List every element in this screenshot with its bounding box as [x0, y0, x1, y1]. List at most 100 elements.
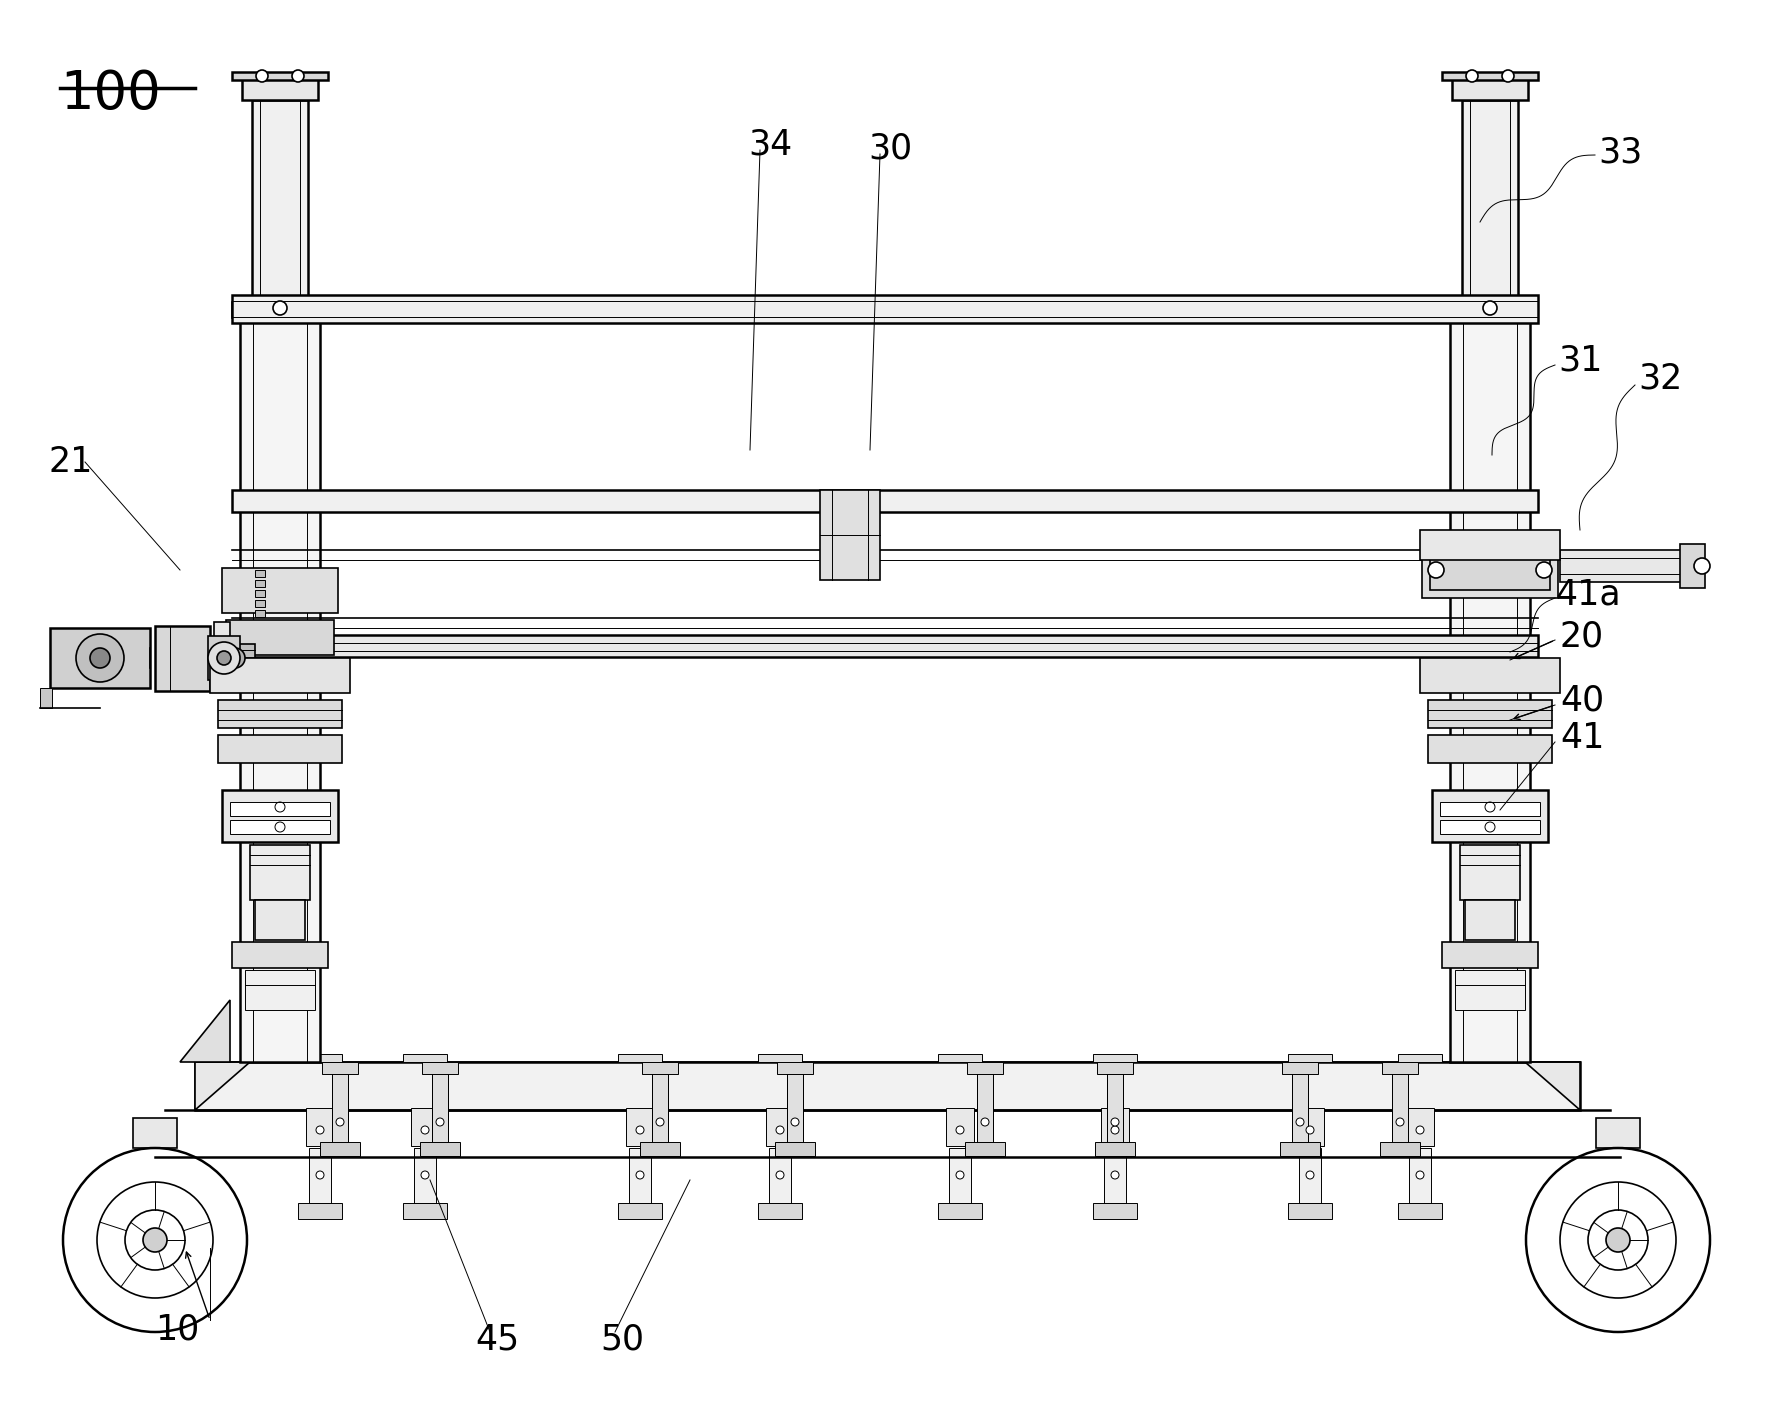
Bar [1440, 803, 1540, 815]
Bar [1380, 1142, 1421, 1156]
Bar [1442, 72, 1538, 81]
Bar [1430, 550, 1550, 591]
Circle shape [636, 1171, 645, 1178]
Bar [1431, 790, 1549, 842]
Bar [639, 1142, 680, 1156]
Circle shape [1483, 301, 1497, 315]
Circle shape [790, 1118, 799, 1126]
Bar [298, 1202, 343, 1219]
Bar [1096, 1142, 1135, 1156]
Bar [618, 1054, 662, 1063]
Bar [222, 568, 337, 613]
Bar [1282, 1063, 1318, 1074]
Bar [1455, 969, 1526, 1010]
Bar [410, 1108, 439, 1146]
Bar [964, 1142, 1005, 1156]
Bar [1288, 1054, 1332, 1063]
Polygon shape [1526, 1063, 1581, 1111]
Bar [245, 969, 314, 1010]
Bar [1442, 302, 1538, 318]
Text: 50: 50 [600, 1323, 645, 1356]
Bar [215, 644, 256, 673]
Bar [966, 1063, 1003, 1074]
Bar [155, 626, 210, 691]
Bar [1559, 550, 1700, 582]
Bar [787, 1074, 803, 1142]
Text: 41a: 41a [1556, 577, 1621, 610]
Circle shape [421, 1126, 430, 1135]
Bar [256, 569, 265, 577]
Bar [256, 610, 265, 617]
Polygon shape [195, 1063, 250, 1111]
Circle shape [1694, 558, 1710, 574]
Bar [1296, 1108, 1323, 1146]
Circle shape [1415, 1126, 1424, 1135]
Circle shape [1536, 562, 1552, 578]
Bar [1407, 1108, 1433, 1146]
Bar [242, 78, 318, 100]
Bar [641, 1063, 678, 1074]
Circle shape [1465, 71, 1478, 82]
Bar [947, 1108, 973, 1146]
Bar [432, 1074, 448, 1142]
Bar [629, 1147, 652, 1202]
Bar [1462, 100, 1518, 309]
Bar [256, 591, 265, 598]
Bar [1106, 1074, 1122, 1142]
Bar [208, 636, 240, 680]
Bar [231, 803, 330, 815]
Bar [233, 634, 1538, 657]
Bar [403, 1202, 448, 1219]
Text: 10: 10 [155, 1313, 199, 1347]
Bar [765, 1108, 794, 1146]
Circle shape [144, 1228, 167, 1252]
Bar [948, 1147, 971, 1202]
Bar [1442, 942, 1538, 968]
Bar [233, 295, 1538, 324]
Bar [1105, 1147, 1126, 1202]
Text: 30: 30 [868, 131, 913, 165]
Bar [133, 1118, 178, 1147]
Text: 20: 20 [1559, 619, 1604, 653]
Bar [1428, 735, 1552, 763]
Circle shape [435, 1118, 444, 1126]
Circle shape [226, 649, 245, 668]
Bar [1453, 78, 1527, 100]
Bar [305, 1108, 334, 1146]
Bar [403, 1054, 448, 1063]
Circle shape [1606, 1228, 1630, 1252]
Circle shape [955, 1126, 964, 1135]
Polygon shape [179, 1000, 231, 1063]
Circle shape [1112, 1118, 1119, 1126]
Bar [321, 1063, 359, 1074]
Bar [1440, 820, 1540, 834]
Circle shape [655, 1118, 664, 1126]
Circle shape [1296, 1118, 1304, 1126]
Circle shape [76, 634, 124, 682]
Bar [233, 490, 1538, 512]
Bar [769, 1147, 790, 1202]
Bar [298, 1054, 343, 1063]
Bar [1101, 1108, 1130, 1146]
Bar [1465, 900, 1515, 940]
Bar [1398, 1202, 1442, 1219]
Bar [1428, 699, 1552, 728]
Bar [1408, 1147, 1431, 1202]
Circle shape [208, 642, 240, 674]
Bar [250, 845, 311, 900]
Bar [774, 1142, 815, 1156]
Circle shape [316, 1171, 323, 1178]
Circle shape [955, 1171, 964, 1178]
Bar [1092, 1054, 1137, 1063]
Bar [938, 1054, 982, 1063]
Bar [332, 1074, 348, 1142]
Bar [1392, 1074, 1408, 1142]
Circle shape [1396, 1118, 1405, 1126]
Bar [618, 1202, 662, 1219]
Bar [758, 1202, 803, 1219]
Circle shape [256, 71, 268, 82]
Bar [1460, 845, 1520, 900]
Circle shape [336, 1118, 345, 1126]
Circle shape [980, 1118, 989, 1126]
Text: 41: 41 [1559, 721, 1604, 755]
